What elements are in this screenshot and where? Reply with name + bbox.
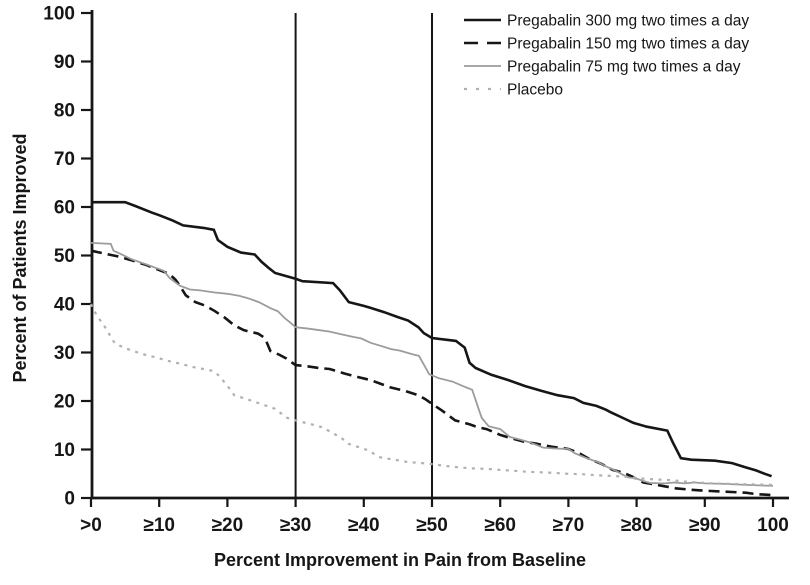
series-line-pregabalin-300 bbox=[91, 200, 773, 478]
legend-label-pregabalin-75: Pregabalin 75 mg two times a day bbox=[507, 59, 741, 76]
x-tick-label: ≥50 bbox=[416, 515, 448, 536]
x-tick-label: ≥30 bbox=[280, 515, 312, 536]
x-tick-label: ≥10 bbox=[143, 515, 175, 536]
y-tick-label: 90 bbox=[54, 52, 75, 73]
y-tick-label: 30 bbox=[54, 343, 75, 364]
legend: Pregabalin 300 mg two times a day Pregaba… bbox=[464, 13, 749, 99]
y-tick-label: 40 bbox=[54, 295, 75, 316]
x-tick-label: ≥80 bbox=[621, 515, 653, 536]
y-tick-label: 50 bbox=[54, 246, 75, 267]
x-tick-label: ≥60 bbox=[484, 515, 516, 536]
legend-label-pregabalin-300: Pregabalin 300 mg two times a day bbox=[507, 13, 749, 30]
series-line-pregabalin-150 bbox=[90, 249, 774, 497]
x-tick-label: >0 bbox=[80, 515, 102, 536]
x-tick-label: ≥90 bbox=[689, 515, 721, 536]
y-tick-label: 20 bbox=[54, 392, 75, 413]
x-tick-label: ≥70 bbox=[553, 515, 585, 536]
y-tick-label: 100 bbox=[43, 4, 75, 25]
legend-label-placebo: Placebo bbox=[507, 82, 563, 99]
y-tick-label: 80 bbox=[54, 101, 75, 122]
axes: 0 10 20 30 40 50 60 70 80 90 100 >0 ≥10 ≥20 ≥30 ≥40 ≥50 ≥… bbox=[43, 4, 789, 536]
y-tick-label: 10 bbox=[54, 440, 75, 461]
y-tick-label: 70 bbox=[54, 149, 75, 170]
x-axis-title: Percent Improvement in Pain from Baselin… bbox=[214, 550, 586, 570]
y-axis-title: Percent of Patients Improved bbox=[10, 133, 30, 382]
series-line-placebo bbox=[90, 303, 774, 486]
legend-label-pregabalin-150: Pregabalin 150 mg two times a day bbox=[507, 36, 749, 53]
y-tick-label: 60 bbox=[54, 198, 75, 219]
reference-lines bbox=[294, 13, 433, 498]
x-tick-label: 100 bbox=[757, 515, 789, 536]
x-tick-label: ≥40 bbox=[348, 515, 380, 536]
series-lines bbox=[90, 200, 774, 497]
y-tick-label: 0 bbox=[64, 489, 75, 510]
x-tick-label: ≥20 bbox=[212, 515, 244, 536]
